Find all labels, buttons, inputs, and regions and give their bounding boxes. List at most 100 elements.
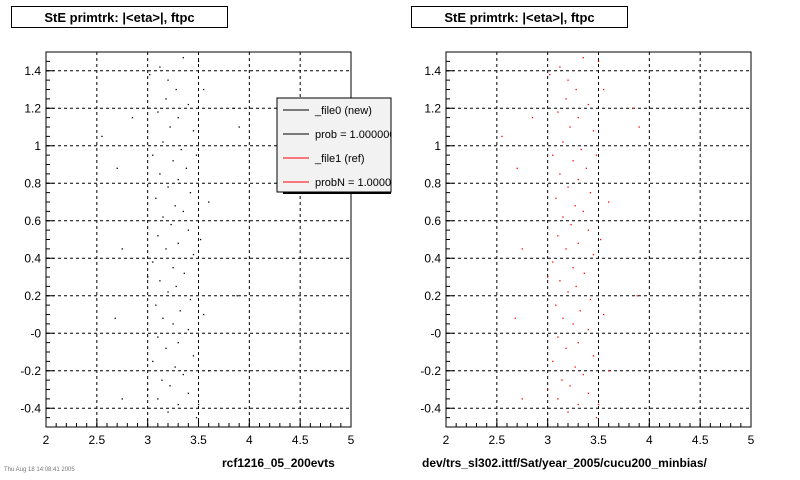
data-point xyxy=(197,403,200,406)
data-point xyxy=(177,242,179,244)
data-point xyxy=(162,216,164,218)
data-point xyxy=(147,276,149,278)
legend-box xyxy=(276,97,392,193)
data-point xyxy=(583,272,585,274)
data-point xyxy=(162,141,164,143)
data-point xyxy=(170,223,172,226)
data-point xyxy=(577,342,579,344)
x-tick-label: 2 xyxy=(43,433,50,447)
data-point xyxy=(516,167,518,169)
data-point xyxy=(570,223,572,226)
right-plot: 2 2.5 3 3.5 4 4.5 5 -0.4 -0.2 -0 0.2 0.4 0.6 0.8 1 1.2 1… xyxy=(420,51,755,447)
data-point xyxy=(608,201,610,203)
y-tick-label: -0 xyxy=(430,326,441,340)
data-point xyxy=(559,280,561,282)
data-point xyxy=(552,261,554,263)
data-point xyxy=(187,229,190,231)
y-tick-label: 1 xyxy=(434,139,441,153)
data-point xyxy=(161,379,163,381)
data-point xyxy=(577,178,579,181)
data-point xyxy=(121,398,123,400)
data-point xyxy=(602,88,605,91)
data-point xyxy=(565,248,567,250)
data-point xyxy=(577,403,579,406)
y-tick-label: 1.2 xyxy=(424,101,441,115)
data-point xyxy=(597,60,600,63)
data-point xyxy=(202,88,205,91)
data-point xyxy=(572,267,574,269)
data-point xyxy=(182,57,184,59)
data-point xyxy=(562,216,564,218)
data-point xyxy=(187,392,190,394)
data-point xyxy=(152,261,154,263)
left-panel-title: StE primtrk: |<eta>|, ftpc xyxy=(11,6,228,28)
y-tick-label: -0.4 xyxy=(20,401,41,415)
data-point xyxy=(167,79,169,81)
data-point xyxy=(172,267,174,269)
data-point xyxy=(183,272,185,274)
data-point xyxy=(636,295,638,297)
data-point xyxy=(555,304,557,306)
data-point xyxy=(567,411,569,413)
data-point xyxy=(582,373,584,376)
data-point xyxy=(572,323,574,325)
data-point xyxy=(177,403,179,406)
data-point xyxy=(595,417,598,419)
x-tick-label: 3 xyxy=(544,433,551,447)
y-tick-label: 1 xyxy=(34,139,41,153)
data-point xyxy=(167,291,169,293)
data-point xyxy=(167,411,169,413)
x-tick-label: 4.5 xyxy=(292,433,309,447)
data-point xyxy=(580,148,582,151)
data-point xyxy=(195,417,198,419)
data-point xyxy=(602,313,605,316)
data-point xyxy=(177,117,179,119)
data-point xyxy=(155,197,157,199)
data-point xyxy=(567,291,569,293)
data-point xyxy=(559,173,561,175)
plot-frame xyxy=(445,51,752,428)
data-point xyxy=(233,107,235,109)
data-point xyxy=(202,313,205,316)
data-point xyxy=(592,355,595,357)
data-point xyxy=(174,205,176,207)
data-point xyxy=(152,154,154,156)
y-tick-label: 1.4 xyxy=(424,64,441,78)
y-tick-label: -0.2 xyxy=(20,364,41,378)
data-point xyxy=(101,135,103,138)
x-tick-label: 2.5 xyxy=(488,433,505,447)
data-point xyxy=(147,388,149,391)
left-x-caption: rcf1216_05_200evts xyxy=(222,456,335,470)
data-point xyxy=(599,238,602,241)
data-point xyxy=(167,186,169,188)
data-point xyxy=(175,285,177,288)
legend-label: _file1 (ref) xyxy=(314,153,365,165)
data-point xyxy=(633,107,635,109)
data-point xyxy=(121,248,123,250)
x-tick-label: 4 xyxy=(246,433,253,447)
legend: _file0 (new) prob = 1.000000 _file1 (ref) p… xyxy=(276,97,403,194)
data-point xyxy=(582,57,584,59)
data-point xyxy=(177,342,179,344)
data-point xyxy=(579,310,581,312)
x-tick-label: 3 xyxy=(144,433,151,447)
data-point xyxy=(587,392,590,394)
data-point xyxy=(152,360,154,363)
data-point xyxy=(552,360,554,363)
data-point xyxy=(557,336,559,338)
data-point xyxy=(169,385,171,387)
x-tick-label: 5 xyxy=(748,433,755,447)
data-point xyxy=(552,154,554,156)
data-point xyxy=(195,154,198,156)
legend-label: probN = 1.000000 xyxy=(315,177,403,189)
y-tick-label: 1.4 xyxy=(24,64,41,78)
data-point xyxy=(208,201,210,203)
y-tick-label: 0.2 xyxy=(24,289,41,303)
data-point xyxy=(157,111,159,113)
data-point xyxy=(567,79,569,81)
data-point xyxy=(185,167,187,169)
data-point xyxy=(531,117,534,119)
right-x-caption: dev/trs_sl302.ittf/Sat/year_2005/cucu200… xyxy=(422,456,707,470)
x-tick-label: 2 xyxy=(443,433,450,447)
